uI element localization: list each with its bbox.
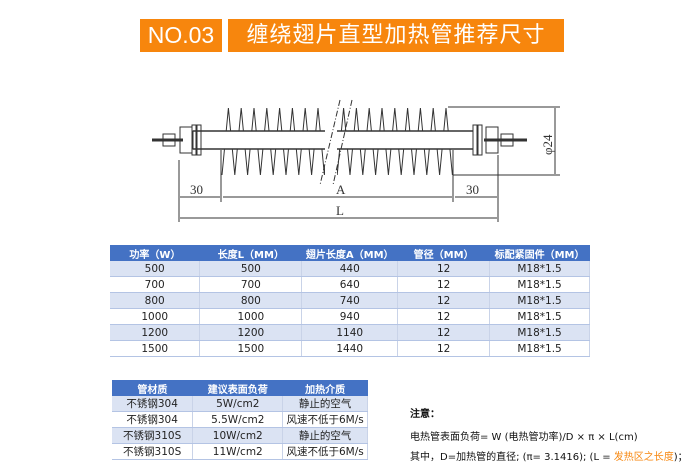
dim-left-label: 30 <box>190 182 203 197</box>
table-cell: 500 <box>199 261 303 277</box>
column-header: 管径（MM） <box>397 245 490 261</box>
table-row: 不锈钢310S 10W/cm2 静止的空气 <box>112 427 368 444</box>
dim-a-label: A <box>336 182 346 197</box>
left-terminal <box>152 124 202 156</box>
where-highlight: 发热区之长度 <box>613 452 674 463</box>
table-row: 不锈钢304 5.5W/cm2 风速不低于6M/s <box>112 411 368 428</box>
table-row: 1000 1000 940 12 M18*1.5 <box>110 308 590 325</box>
table-cell: 1500 <box>110 340 201 357</box>
table-cell: 不锈钢304 <box>112 396 194 412</box>
notes-formula: 电热管表面负荷= W (电热管功率)/D × π × L(cm) <box>410 432 638 443</box>
table-cell: 800 <box>199 292 303 309</box>
table-cell: 12 <box>397 276 491 293</box>
where-prefix: 其中，D=加热管的直径; (π= 3.1416); (L = <box>410 452 614 463</box>
material-table: 管材质 建议表面负荷 加热介质 不锈钢304 5W/cm2 静止的空气 不锈钢304 5.5W… <box>112 380 368 460</box>
table-cell: 12 <box>397 324 491 341</box>
table-cell: 1140 <box>301 324 399 341</box>
table-cell: M18*1.5 <box>489 308 590 325</box>
table-cell: 12 <box>397 340 491 357</box>
table-cell: M18*1.5 <box>489 261 590 277</box>
table-cell: M18*1.5 <box>489 292 590 309</box>
dim-l-label: L <box>336 203 344 218</box>
table-cell: 10W/cm2 <box>192 427 284 444</box>
table-cell: 800 <box>110 292 201 309</box>
table-cell: 不锈钢310S <box>112 443 194 460</box>
column-header: 翅片长度A（MM） <box>301 245 398 261</box>
table-cell: 12 <box>397 292 491 309</box>
table-cell: 不锈钢310S <box>112 427 194 444</box>
table-cell: 12 <box>397 261 491 277</box>
table-cell: 风速不低于6M/s <box>282 411 368 428</box>
section-title: 缠绕翅片直型加热管推荐尺寸 <box>228 19 564 52</box>
table-row: 1200 1200 1140 12 M18*1.5 <box>110 324 590 341</box>
table-cell: 700 <box>110 276 201 293</box>
table-cell: 1000 <box>110 308 201 325</box>
heater-dimension-diagram: 30 A 30 L φ24 <box>152 99 560 222</box>
table-cell: 11W/cm2 <box>192 443 284 460</box>
where-suffix: )； <box>673 452 688 463</box>
notes-title: 注意： <box>410 409 440 420</box>
column-header: 功率（W） <box>110 245 200 261</box>
dim-right-label: 30 <box>466 182 479 197</box>
section-number-badge: NO.03 <box>140 19 222 52</box>
table-row: 800 800 740 12 M18*1.5 <box>110 292 590 309</box>
table-row: 500 500 440 12 M18*1.5 <box>110 261 590 277</box>
table-cell: 不锈钢304 <box>112 411 194 428</box>
table-cell: 1500 <box>199 340 303 357</box>
table-cell: 740 <box>301 292 399 309</box>
table-cell: 500 <box>110 261 201 277</box>
table-row: 不锈钢310S 11W/cm2 风速不低于6M/s <box>112 443 368 460</box>
table-cell: 1000 <box>199 308 303 325</box>
column-header: 长度L（MM） <box>199 245 302 261</box>
table-cell: 风速不低于6M/s <box>282 443 368 460</box>
table-cell: 12 <box>397 308 491 325</box>
table-cell: 静止的空气 <box>282 427 368 444</box>
column-header: 管材质 <box>112 380 193 396</box>
notes-where: 其中，D=加热管的直径; (π= 3.1416); (L = 发热区之长度)； <box>410 448 688 463</box>
table-cell: M18*1.5 <box>489 324 590 341</box>
column-header: 建议表面负荷 <box>192 380 283 396</box>
table-cell: M18*1.5 <box>489 276 590 293</box>
table-cell: 1200 <box>110 324 201 341</box>
column-header: 标配紧固件（MM） <box>489 245 590 261</box>
table-cell: 700 <box>199 276 303 293</box>
spec-table: 功率（W） 长度L（MM） 翅片长度A（MM） 管径（MM） 标配紧固件（MM） 500 5… <box>110 245 590 357</box>
column-header: 加热介质 <box>282 380 368 396</box>
table-row: 1500 1500 1440 12 M18*1.5 <box>110 340 590 357</box>
table-cell: M18*1.5 <box>489 340 590 357</box>
table-cell: 640 <box>301 276 399 293</box>
dim-diameter-label: φ24 <box>540 134 555 155</box>
table-cell: 1440 <box>301 340 399 357</box>
table-cell: 5.5W/cm2 <box>192 411 284 428</box>
table-row: 不锈钢304 5W/cm2 静止的空气 <box>112 396 368 412</box>
table-cell: 1200 <box>199 324 303 341</box>
break-gap <box>325 100 337 185</box>
table-row: 700 700 640 12 M18*1.5 <box>110 276 590 293</box>
table-cell: 440 <box>301 261 399 277</box>
table-cell: 静止的空气 <box>282 396 368 412</box>
table-cell: 940 <box>301 308 399 325</box>
table-cell: 5W/cm2 <box>192 396 284 412</box>
right-terminal <box>472 124 527 156</box>
